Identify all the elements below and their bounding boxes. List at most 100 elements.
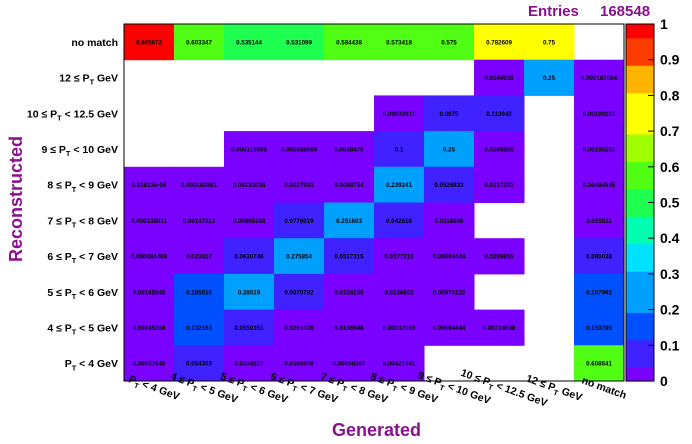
cell-value-label: 0.0217391: [484, 182, 514, 189]
heatmap-cell: [424, 166, 475, 203]
svg-text:no match: no match: [71, 37, 118, 49]
cell-value-label: 0.782609: [486, 39, 512, 46]
heatmap-cell: [474, 238, 525, 275]
y-tick-label: 7 ≤ PT < 8 GeV: [47, 215, 118, 229]
cell-value-label: 0.0517315: [334, 254, 364, 261]
colorbar-tick-label: 1: [660, 16, 668, 32]
y-tick-label: 8 ≤ PT < 9 GeV: [47, 180, 118, 194]
heatmap-cell: [274, 238, 325, 275]
colorbar-segment: [626, 271, 654, 286]
cell-value-label: 0.0118056: [435, 218, 464, 225]
colorbar-tick-label: 0.4: [660, 230, 680, 246]
cell-value-label: 0.0261328: [284, 325, 314, 332]
colorbar-tick-label: 0.3: [660, 266, 680, 282]
cell-value-label: 0.00133038: [233, 182, 266, 189]
heatmap-cell: [224, 24, 275, 61]
colorbar-tick-label: 0.1: [660, 337, 680, 353]
heatmap-cell: [374, 131, 425, 168]
colorbar-segment: [626, 188, 654, 204]
heatmap-cell: [424, 238, 475, 275]
colorbar-tick-label: 0.7: [660, 123, 680, 139]
colorbar-segment: [626, 161, 654, 176]
y-tick-label: 5 ≤ PT < 6 GeV: [47, 287, 118, 301]
colorbar-segment: [626, 147, 654, 162]
heatmap-cell: [224, 238, 275, 275]
cell-value-label: 3.91813e-05: [132, 182, 167, 189]
heatmap-cell: [574, 202, 625, 239]
heatmap-cell: [574, 273, 625, 311]
cell-value-label: 0.00147113: [183, 218, 216, 225]
svg-text:4 ≤ PT < 5 GeV: 4 ≤ PT < 5 GeV: [47, 322, 118, 336]
heatmap-cell: [474, 131, 525, 168]
heatmap-cell: [124, 24, 175, 61]
heatmap-cell: [324, 238, 375, 275]
cell-value-label: 0.00724638: [483, 325, 516, 332]
colorbar-segment: [626, 175, 654, 190]
heatmap-cell: [224, 131, 275, 168]
cell-value-label: 0.080038: [586, 254, 612, 261]
heatmap-cell: [174, 273, 225, 311]
heatmap-cell: [224, 345, 275, 382]
cell-value-label: 0.965672: [136, 39, 162, 46]
cell-value-label: 0.00958387: [333, 361, 366, 368]
cell-value-label: 0.239241: [386, 182, 412, 189]
cell-value-label: 0.0136862: [384, 289, 414, 296]
colorbar-segment: [626, 78, 654, 94]
cell-value-label: 0.00337553: [383, 325, 416, 332]
cell-value-label: 0.75: [543, 39, 556, 46]
svg-text:PT < 4 GeV: PT < 4 GeV: [65, 358, 118, 372]
heatmap-cell: [524, 24, 575, 61]
colorbar-segment: [626, 339, 654, 355]
heatmap-cell: [374, 273, 425, 311]
cell-value-label: 0.00484545: [583, 182, 616, 189]
cell-value-label: 0.603347: [186, 39, 212, 46]
y-tick-label: 9 ≤ PT < 10 GeV: [41, 144, 118, 158]
cell-value-label: 0.0334527: [234, 361, 264, 368]
cell-value-label: 0.0165999: [284, 361, 314, 368]
heatmap-cell: [374, 345, 425, 382]
cell-value-label: 0.00694444: [433, 254, 466, 261]
colorbar-segment: [626, 120, 654, 135]
entries-label: Entries: [528, 3, 579, 20]
cell-value-label: 0.00937645: [133, 361, 166, 368]
heatmap-cell: [374, 202, 425, 239]
colorbar-segment: [626, 92, 654, 107]
colorbar-tick-label: 0.8: [660, 87, 680, 103]
colorbar-tick-label: 0.9: [660, 52, 680, 68]
cell-value-label: 0.0158256: [334, 289, 364, 296]
heatmap-cell: [374, 238, 425, 275]
cell-value-label: 0.0670782: [284, 289, 314, 296]
cell-value-label: 0.25: [543, 75, 556, 82]
colorbar-segment: [626, 312, 654, 327]
heatmap-cell: [574, 309, 625, 346]
colorbar-segment: [626, 216, 654, 231]
heatmap-cell: [324, 273, 375, 311]
cell-value-label: 0.575: [441, 39, 457, 46]
cell-value-label: 0.0776019: [284, 218, 314, 225]
heatmap-cell: [474, 24, 525, 61]
y-tick-label: 12 ≤ PT GeV: [59, 73, 118, 87]
y-tick-label: PT < 4 GeV: [65, 358, 118, 372]
heatmap-cell: [324, 131, 375, 168]
cell-value-label: 0.275854: [286, 254, 312, 261]
cell-value-label: 0.0526833: [434, 182, 464, 189]
heatmap-cell: [124, 273, 175, 311]
cell-value-label: 0.0136948: [334, 325, 364, 332]
heatmap-cell: [274, 273, 325, 311]
heatmap-cell: [324, 166, 375, 203]
heatmap-cell: [424, 95, 475, 132]
heatmap-cell: [574, 166, 625, 203]
heatmap-cell: [424, 24, 475, 61]
colorbar-segment: [626, 326, 654, 341]
colorbar-segment: [626, 65, 654, 80]
heatmap-cell: [274, 131, 325, 168]
cell-value-label: 0.000110865: [231, 146, 267, 153]
heatmap-cell: [474, 309, 525, 346]
colorbar-segment: [626, 133, 654, 149]
colorbar-segment: [626, 367, 654, 382]
colorbar-tick-label: 0: [660, 373, 668, 389]
cell-value-label: 0.00665188: [233, 218, 266, 225]
heatmap-cell: [174, 309, 225, 346]
colorbar-tick-label: 0.5: [660, 195, 680, 211]
heatmap-cell: [174, 202, 225, 239]
